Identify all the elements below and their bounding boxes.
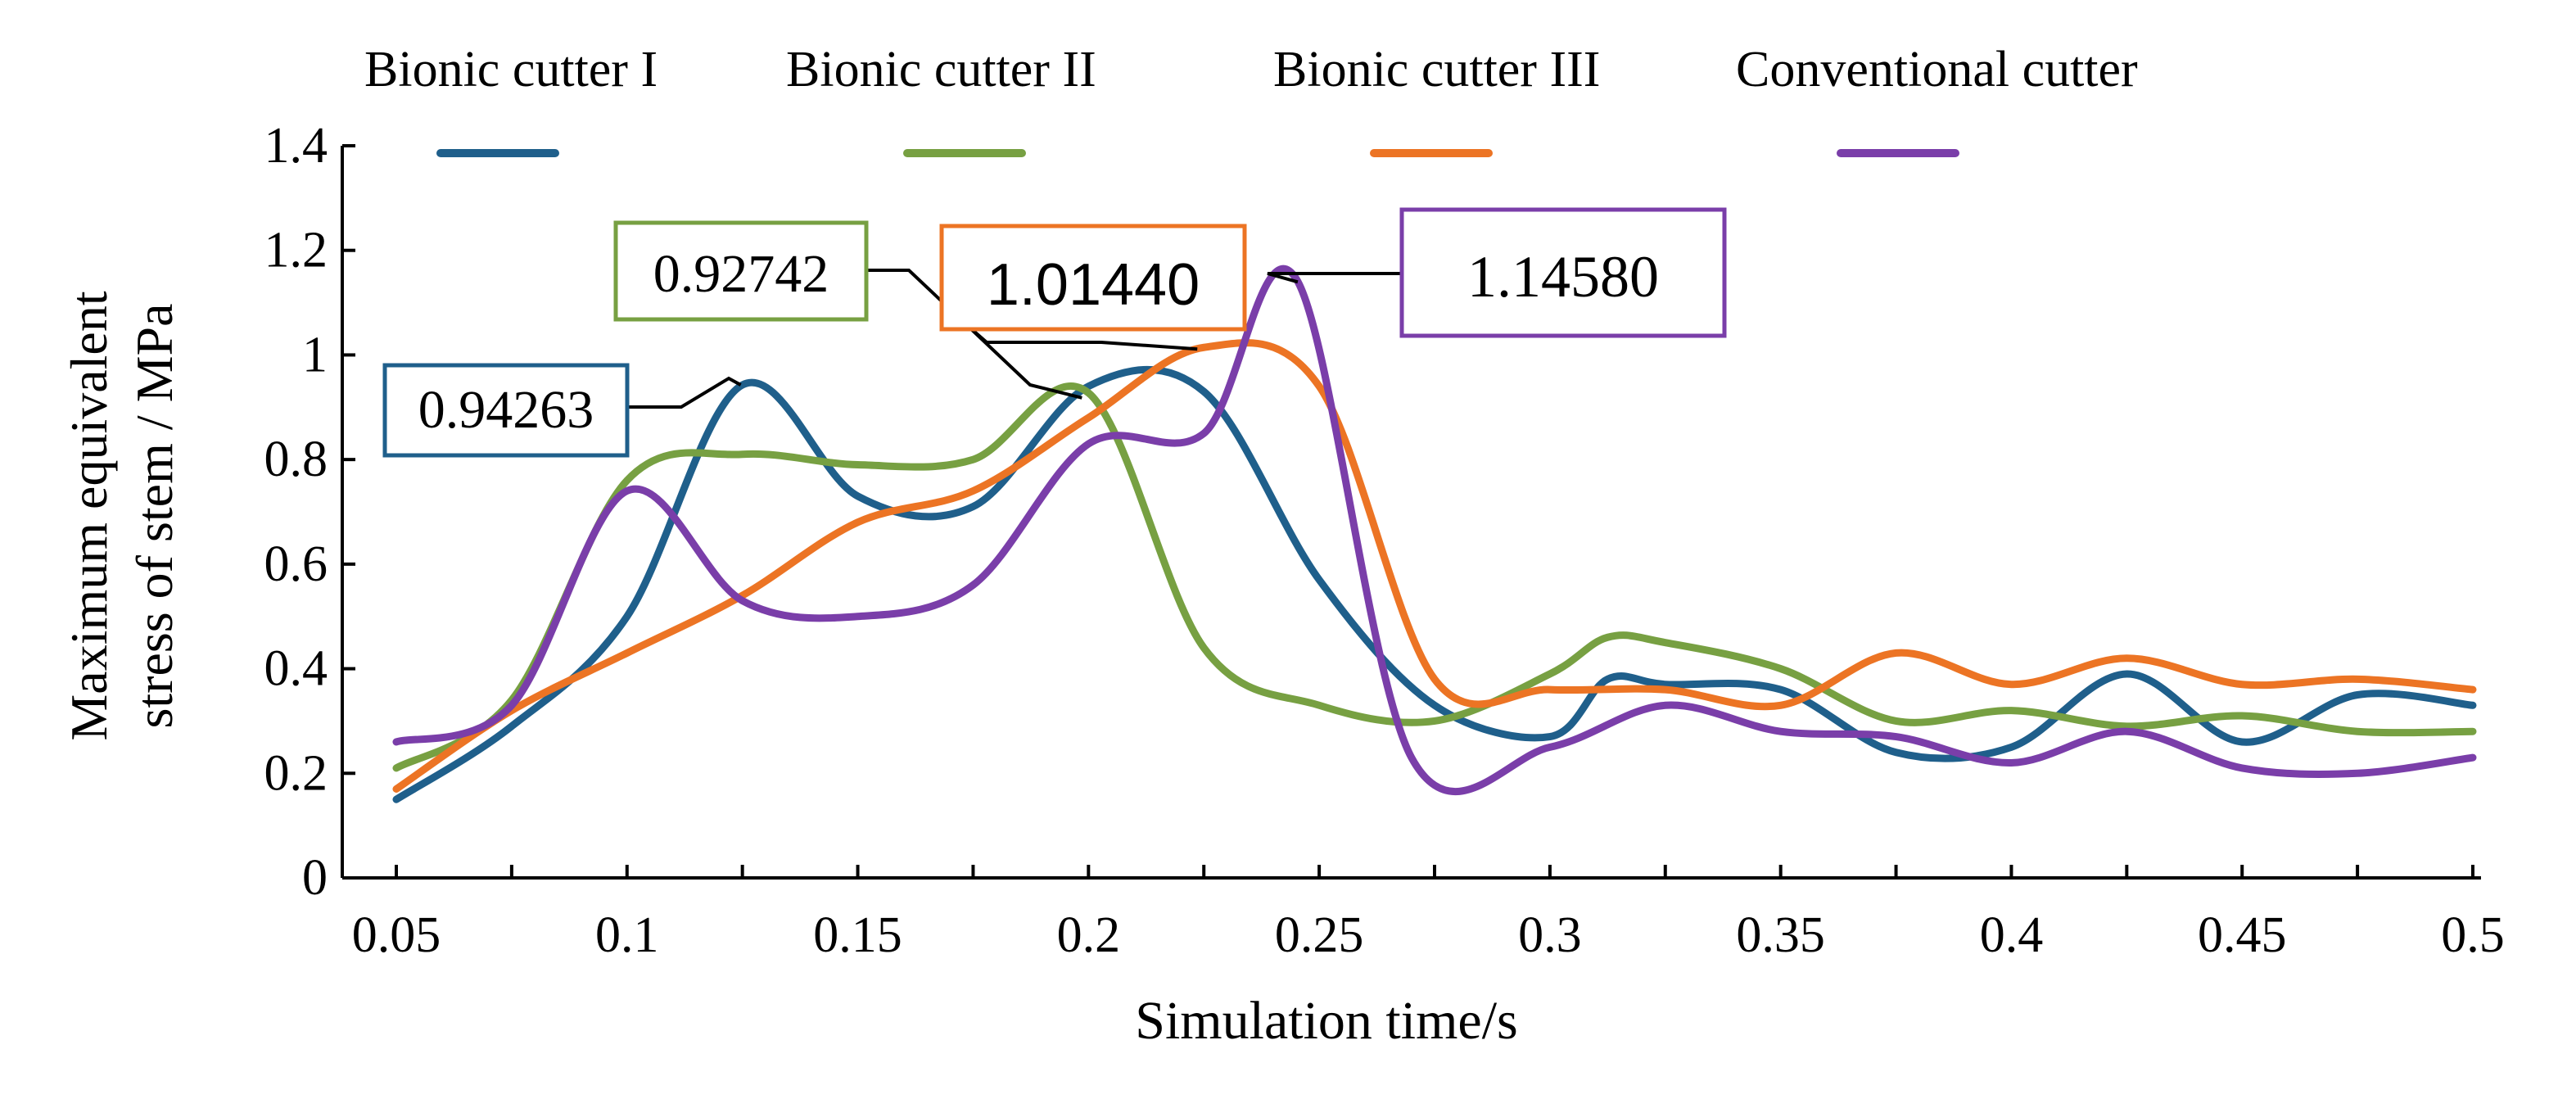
x-tick-label: 0.1 (595, 907, 659, 963)
annotation-label: 0.92742 (653, 244, 829, 304)
x-tick-label: 0.4 (1980, 907, 2044, 963)
legend: Bionic cutter I Bionic cutter II Bionic cu… (364, 42, 2138, 157)
axes: 0 0.2 0.4 0.6 0.8 1 1.2 1.4 0.05 0.1 0.15 0.2 0.25 0.… (264, 118, 2505, 963)
y-tick-label: 1.2 (264, 223, 328, 278)
x-tick-label: 0.35 (1736, 907, 1825, 963)
series-line-conventional-cutter (392, 265, 2477, 795)
annotations: 0.94263 0.92742 1.01440 1.14580 (382, 207, 1727, 458)
x-tick-label: 0.3 (1518, 907, 1582, 963)
legend-label-conventional-cutter: Conventional cutter (1736, 42, 2138, 97)
series-line-bionic-cutter-ii (392, 382, 2477, 772)
annotation-bionic-cutter-i: 0.94263 (382, 363, 742, 458)
x-tick-label: 0.5 (2441, 907, 2505, 963)
legend-label-bionic-cutter-i: Bionic cutter I (364, 42, 658, 97)
x-tick-label: 0.05 (352, 907, 441, 963)
annotation-leader (627, 376, 742, 409)
x-axis-label: Simulation time/s (1135, 991, 1518, 1051)
y-tick-label: 0.4 (264, 641, 328, 697)
legend-label-bionic-cutter-iii: Bionic cutter III (1273, 42, 1600, 97)
y-axis-label-line1: Maximum equivalent (60, 291, 118, 740)
x-tick-label: 0.15 (813, 907, 902, 963)
annotation-leader (1267, 272, 1402, 284)
annotation-label: 1.14580 (1467, 244, 1659, 310)
annotation-conventional-cutter: 1.14580 (1267, 207, 1727, 338)
series-layer (392, 265, 2477, 803)
legend-label-bionic-cutter-ii: Bionic cutter II (786, 42, 1096, 97)
annotation-label: 1.01440 (987, 252, 1200, 318)
annotation-box (382, 363, 630, 458)
y-tick-label: 0.6 (264, 536, 328, 592)
annotation-box (939, 224, 1247, 332)
annotation-bionic-cutter-iii: 1.01440 (939, 224, 1247, 351)
y-tick-label: 0 (302, 850, 328, 906)
x-tick-label: 0.45 (2198, 907, 2287, 963)
y-axis-label-line2: stress of stem / MPa (125, 303, 183, 728)
x-tick-label: 0.2 (1057, 907, 1121, 963)
annotation-label: 0.94263 (418, 380, 594, 440)
series-line-bionic-cutter-iii (392, 339, 2477, 793)
x-tick-label: 0.25 (1275, 907, 1364, 963)
annotation-bionic-cutter-ii: 0.92742 (613, 220, 1082, 400)
annotation-box (613, 220, 869, 322)
series-line-bionic-cutter-i (392, 365, 2477, 803)
annotation-box (1399, 207, 1727, 338)
y-tick-label: 1.4 (264, 118, 328, 174)
y-tick-label: 0.8 (264, 432, 328, 487)
y-tick-label: 0.2 (264, 745, 328, 801)
y-tick-label: 1 (302, 327, 328, 382)
